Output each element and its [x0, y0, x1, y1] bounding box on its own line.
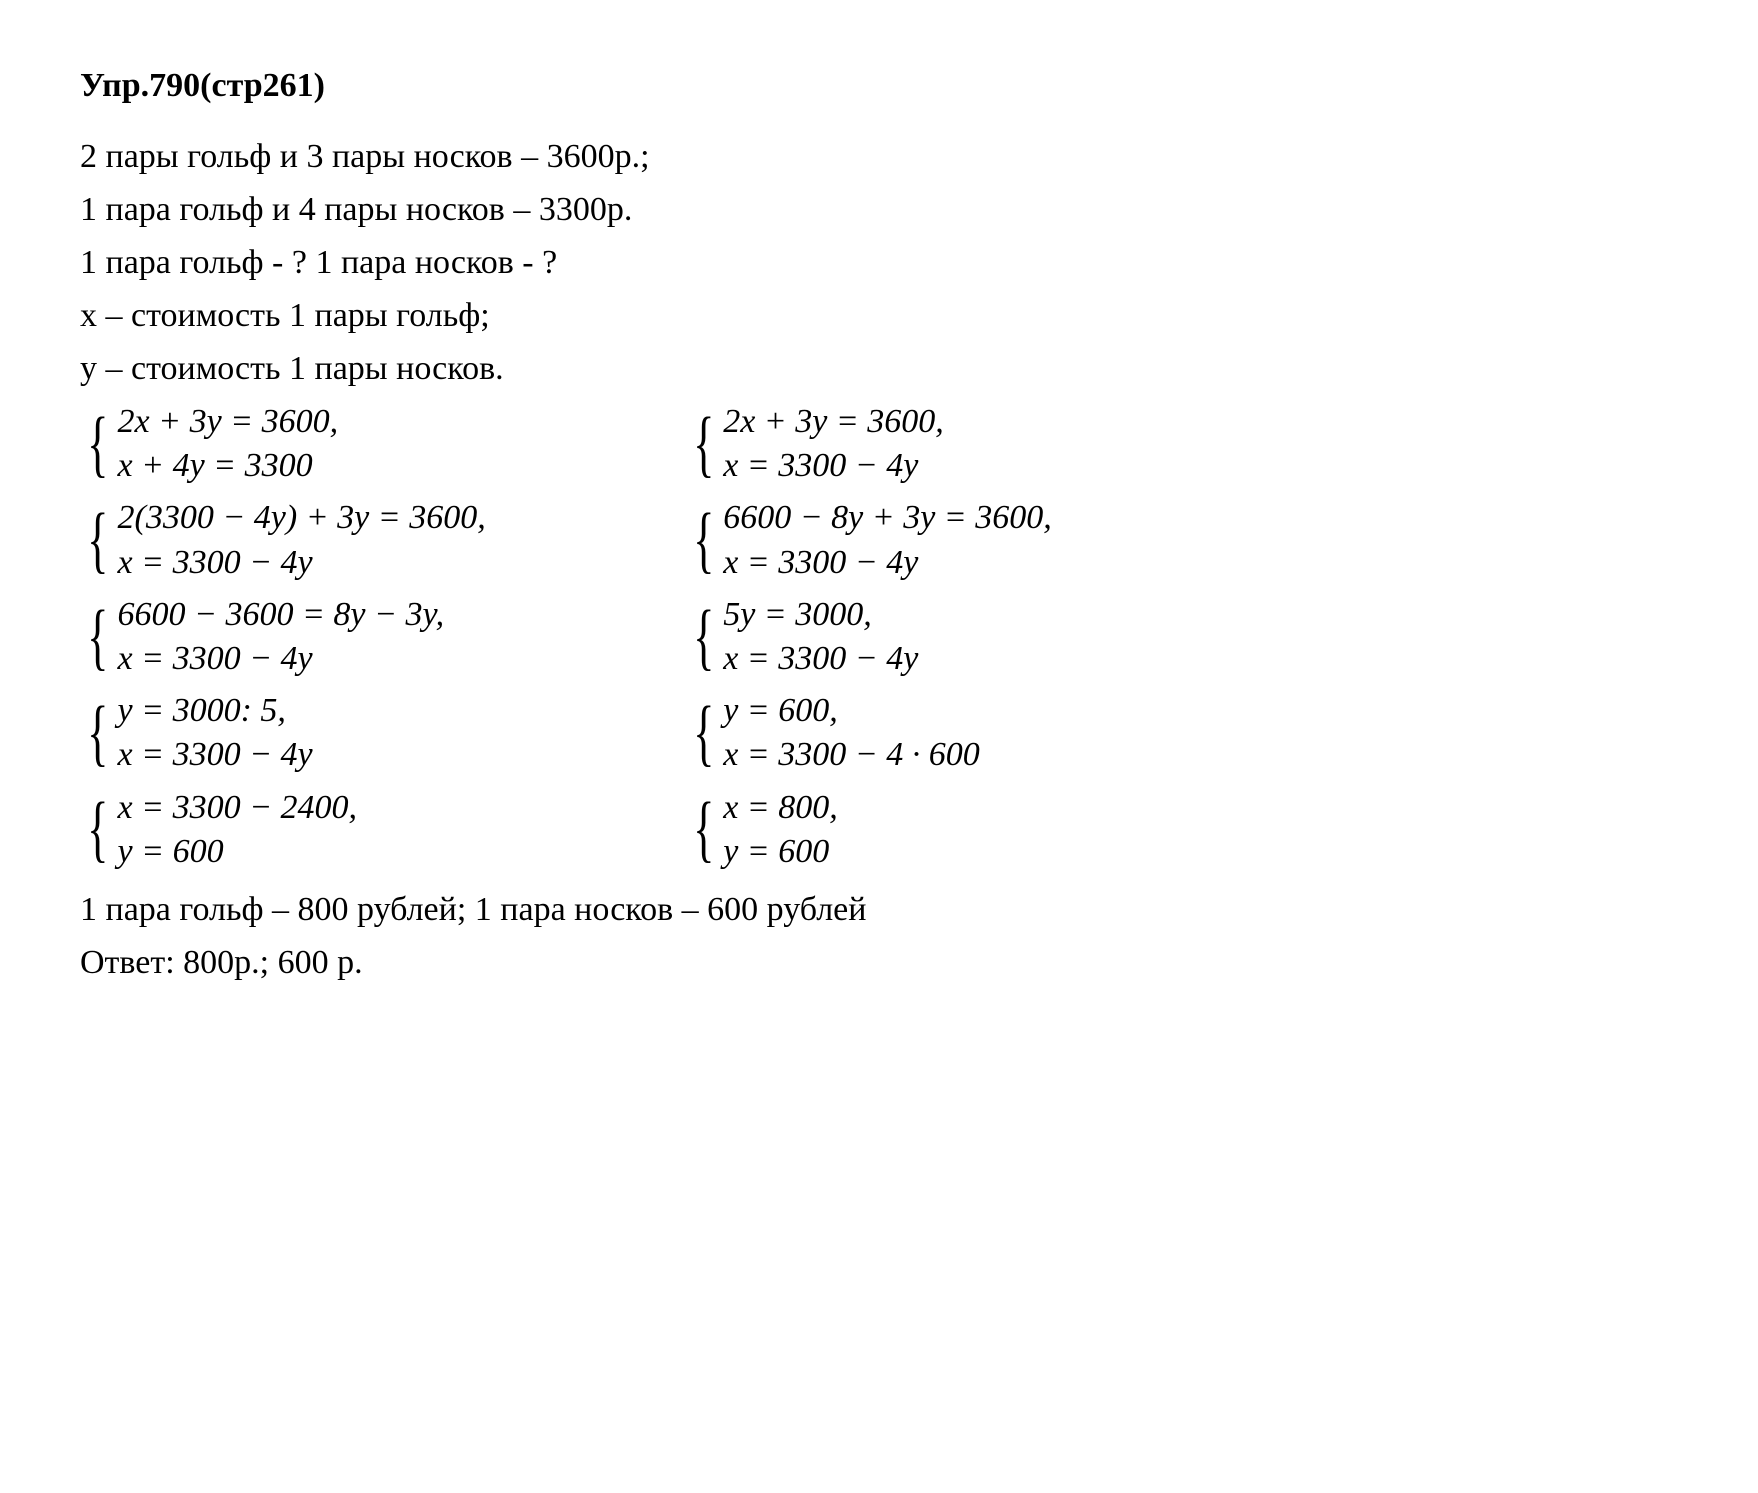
system-row: { 6600 − 3600 = 8y − 3y, x = 3300 − 4y: [80, 593, 486, 681]
problem-line-4: х – стоимость 1 пары гольф;: [80, 290, 1678, 341]
problem-line-2: 1 пара гольф и 4 пары носков – 3300р.: [80, 184, 1678, 235]
system-row: { 2x + 3y = 3600, x + 4y = 3300: [80, 400, 486, 488]
system-lines: 5y = 3000, x = 3300 − 4y: [723, 593, 918, 681]
equation-line: x = 3300 − 4y: [118, 637, 445, 681]
equation-line: x = 3300 − 4y: [118, 733, 313, 777]
equation-line: x = 3300 − 4y: [723, 444, 944, 488]
equation-line: 6600 − 8y + 3y = 3600,: [723, 496, 1052, 540]
left-column: { 2x + 3y = 3600, x + 4y = 3300 { 2(3300…: [80, 396, 486, 878]
brace-icon: {: [693, 411, 714, 478]
equation-line: x = 3300 − 2400,: [118, 786, 357, 830]
system-row: { x = 3300 − 2400, y = 600: [80, 786, 486, 874]
system-lines: 2(3300 − 4y) + 3y = 3600, x = 3300 − 4y: [118, 496, 486, 584]
system-row: { x = 800, y = 600: [686, 786, 1052, 874]
system-lines: 2x + 3y = 3600, x + 4y = 3300: [118, 400, 339, 488]
equation-line: y = 600,: [723, 689, 979, 733]
brace-icon: {: [87, 604, 108, 671]
equation-line: x = 3300 − 4y: [723, 637, 918, 681]
system-lines: x = 3300 − 2400, y = 600: [118, 786, 357, 874]
brace-icon: {: [87, 796, 108, 863]
equation-line: y = 600: [723, 830, 838, 874]
equation-line: x = 3300 − 4y: [723, 541, 1052, 585]
system-row: { 2x + 3y = 3600, x = 3300 − 4y: [686, 400, 1052, 488]
problem-line-1: 2 пары гольф и 3 пары носков – 3600р.;: [80, 131, 1678, 182]
brace-icon: {: [693, 604, 714, 671]
equation-line: 5y = 3000,: [723, 593, 918, 637]
system-lines: y = 3000: 5, x = 3300 − 4y: [118, 689, 313, 777]
right-column: { 2x + 3y = 3600, x = 3300 − 4y { 6600 −…: [686, 396, 1052, 878]
brace-icon: {: [87, 700, 108, 767]
brace-icon: {: [693, 796, 714, 863]
brace-icon: {: [693, 700, 714, 767]
system-row: { 2(3300 − 4y) + 3y = 3600, x = 3300 − 4…: [80, 496, 486, 584]
problem-line-3: 1 пара гольф - ? 1 пара носков - ?: [80, 237, 1678, 288]
system-row: { 6600 − 8y + 3y = 3600, x = 3300 − 4y: [686, 496, 1052, 584]
equation-line: 2(3300 − 4y) + 3y = 3600,: [118, 496, 486, 540]
system-lines: y = 600, x = 3300 − 4 · 600: [723, 689, 979, 777]
answer-line: Ответ: 800р.; 600 р.: [80, 937, 1678, 988]
brace-icon: {: [693, 507, 714, 574]
problem-line-5: у – стоимость 1 пары носков.: [80, 343, 1678, 394]
brace-icon: {: [87, 411, 108, 478]
equation-line: x = 3300 − 4y: [118, 541, 486, 585]
conclusion-line: 1 пара гольф – 800 рублей; 1 пара носков…: [80, 884, 1678, 935]
system-row: { 5y = 3000, x = 3300 − 4y: [686, 593, 1052, 681]
system-row: { y = 3000: 5, x = 3300 − 4y: [80, 689, 486, 777]
systems-container: { 2x + 3y = 3600, x + 4y = 3300 { 2(3300…: [80, 396, 1678, 878]
equation-line: 2x + 3y = 3600,: [723, 400, 944, 444]
equation-line: y = 3000: 5,: [118, 689, 313, 733]
system-lines: x = 800, y = 600: [723, 786, 838, 874]
system-lines: 2x + 3y = 3600, x = 3300 − 4y: [723, 400, 944, 488]
system-lines: 6600 − 3600 = 8y − 3y, x = 3300 − 4y: [118, 593, 445, 681]
equation-line: y = 600: [118, 830, 357, 874]
system-row: { y = 600, x = 3300 − 4 · 600: [686, 689, 1052, 777]
equation-line: x + 4y = 3300: [118, 444, 339, 488]
brace-icon: {: [87, 507, 108, 574]
equation-line: 2x + 3y = 3600,: [118, 400, 339, 444]
equation-line: 6600 − 3600 = 8y − 3y,: [118, 593, 445, 637]
equation-line: x = 3300 − 4 · 600: [723, 733, 979, 777]
system-lines: 6600 − 8y + 3y = 3600, x = 3300 − 4y: [723, 496, 1052, 584]
equation-line: x = 800,: [723, 786, 838, 830]
exercise-title: Упр.790(стр261): [80, 60, 1678, 111]
